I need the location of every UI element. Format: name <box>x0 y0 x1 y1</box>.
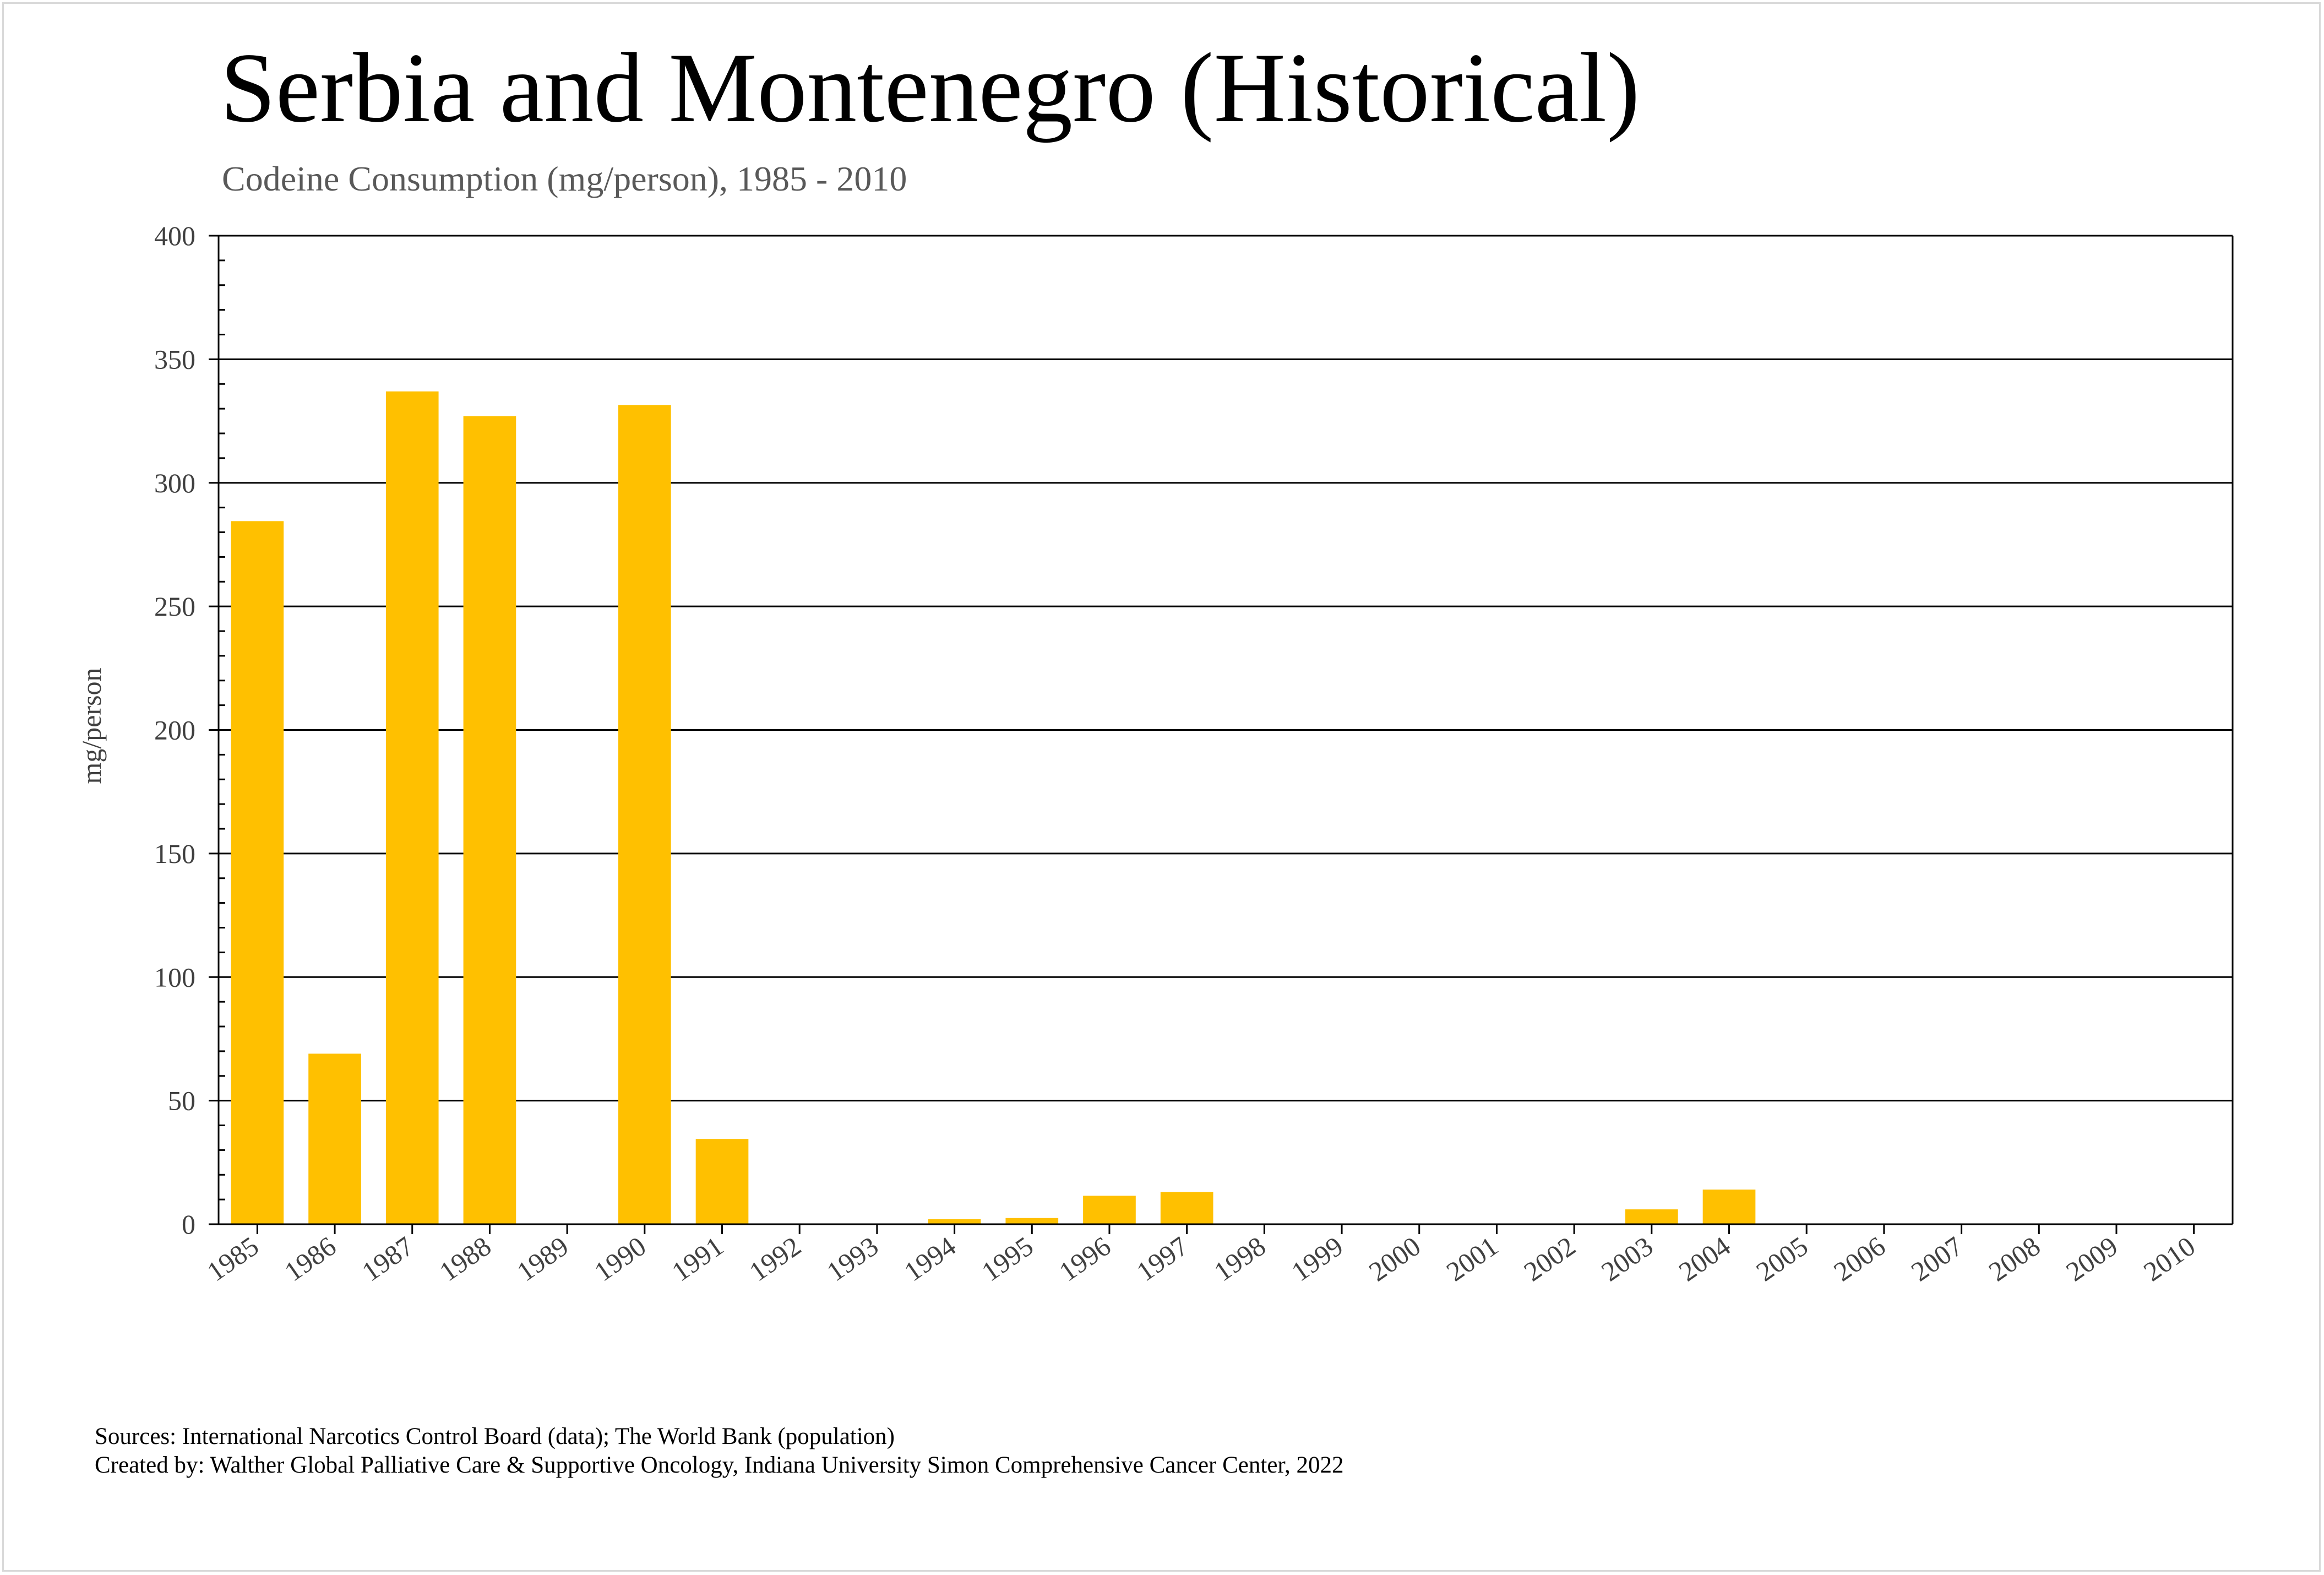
y-tick-label-100: 100 <box>154 962 195 992</box>
x-tick-label-2010: 2010 <box>2138 1230 2201 1287</box>
chart-title: Serbia and Montenegro (Historical) <box>220 33 1640 143</box>
x-tick-label-1995: 1995 <box>976 1230 1039 1287</box>
x-tick-label-1999: 1999 <box>1286 1230 1348 1287</box>
x-tick-label-2005: 2005 <box>1750 1230 1813 1287</box>
bar-1986 <box>308 1053 361 1224</box>
y-tick-label-50: 50 <box>168 1085 195 1116</box>
x-tick-label-2008: 2008 <box>1983 1230 2046 1287</box>
x-tick-label-1998: 1998 <box>1209 1230 1271 1287</box>
bar-1996 <box>1083 1196 1136 1224</box>
y-tick-label-250: 250 <box>154 591 195 622</box>
sources-line: Sources: International Narcotics Control… <box>95 1424 895 1449</box>
y-tick-label-350: 350 <box>154 344 195 374</box>
y-axis-title: mg/person <box>76 667 107 784</box>
x-tick-label-1997: 1997 <box>1131 1230 1194 1287</box>
bar-1990 <box>618 405 671 1224</box>
x-tick-label-1991: 1991 <box>666 1230 729 1287</box>
y-tick-label-400: 400 <box>154 220 195 251</box>
x-tick-label-2006: 2006 <box>1828 1230 1891 1287</box>
x-tick-label-1989: 1989 <box>511 1230 574 1287</box>
x-tick-label-1994: 1994 <box>899 1230 961 1287</box>
chart-subtitle: Codeine Consumption (mg/person), 1985 - … <box>222 159 907 198</box>
axes <box>209 235 2234 1234</box>
x-tick-label-1992: 1992 <box>743 1230 806 1287</box>
y-tick-label-300: 300 <box>154 468 195 498</box>
y-tick-label-150: 150 <box>154 838 195 869</box>
created-by-line: Created by: Walther Global Palliative Ca… <box>95 1452 1344 1478</box>
x-tick-label-2002: 2002 <box>1518 1230 1581 1287</box>
x-tick-label-2001: 2001 <box>1441 1230 1504 1287</box>
bar-2004 <box>1702 1190 1756 1224</box>
bar-1988 <box>463 416 516 1224</box>
x-tick-label-1985: 1985 <box>202 1230 264 1287</box>
bar-2003 <box>1625 1209 1678 1224</box>
bar-1995 <box>1005 1218 1059 1224</box>
x-tick-label-2004: 2004 <box>1673 1230 1736 1287</box>
bar-1997 <box>1160 1192 1213 1224</box>
gridlines <box>219 235 2233 1102</box>
x-tick-label-1996: 1996 <box>1053 1230 1116 1287</box>
x-tick-label-2000: 2000 <box>1363 1230 1426 1287</box>
x-tick-label-2007: 2007 <box>1906 1230 1968 1287</box>
x-tick-label-1987: 1987 <box>356 1230 419 1287</box>
bar-1994 <box>928 1219 981 1224</box>
bars <box>231 391 1756 1224</box>
chart-sources: Sources: International Narcotics Control… <box>95 1422 1344 1480</box>
bar-1987 <box>385 391 439 1224</box>
x-tick-label-1990: 1990 <box>589 1230 651 1287</box>
bar-1991 <box>695 1139 749 1224</box>
y-tick-label-200: 200 <box>154 715 195 746</box>
x-tick-label-2003: 2003 <box>1596 1230 1658 1287</box>
y-tick-label-0: 0 <box>182 1209 195 1240</box>
x-tick-label-1986: 1986 <box>279 1230 341 1287</box>
tick-labels: 0 50 100 150 200 250 300 350 400 1985 1986 1987 1988… <box>154 220 2201 1287</box>
x-tick-label-2009: 2009 <box>2060 1230 2123 1287</box>
bar-1985 <box>231 521 284 1224</box>
x-tick-label-1988: 1988 <box>434 1230 497 1287</box>
x-tick-label-1993: 1993 <box>821 1230 884 1287</box>
